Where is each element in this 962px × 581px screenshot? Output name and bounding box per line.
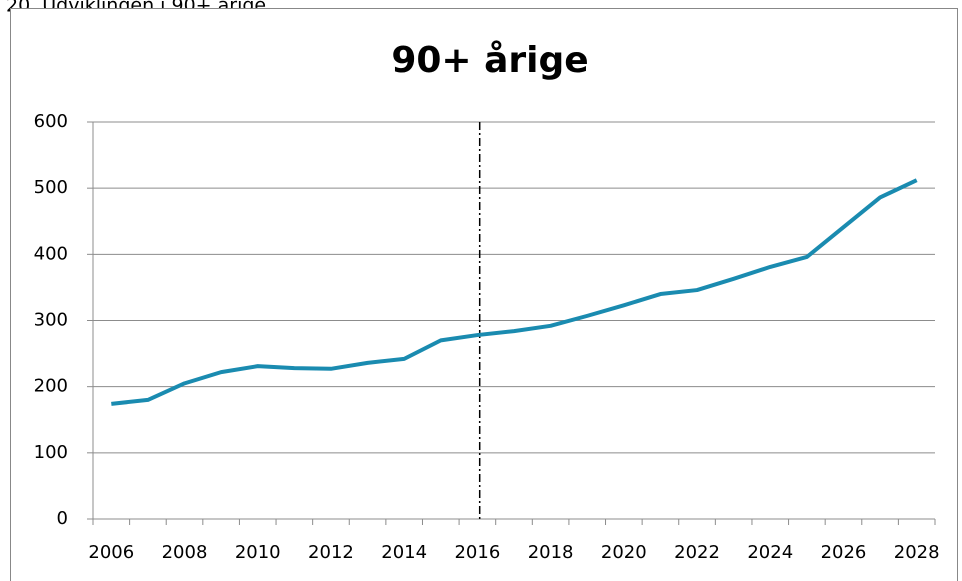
y-tick-label: 400 <box>34 243 68 264</box>
y-tick-label: 500 <box>34 177 68 198</box>
line-series <box>111 178 918 406</box>
y-tick-label: 200 <box>34 376 68 397</box>
x-tick-label: 2014 <box>381 542 427 563</box>
chart-frame <box>10 8 958 581</box>
x-tick-label: 2012 <box>308 542 354 563</box>
chart-title: 90+ årige <box>391 40 588 81</box>
y-tick-label: 300 <box>34 310 68 331</box>
y-tick-label: 600 <box>34 111 68 132</box>
x-tick-label: 2008 <box>162 542 208 563</box>
x-tick-label: 2020 <box>601 542 647 563</box>
x-tick-label: 2010 <box>235 542 281 563</box>
x-tick-label: 2022 <box>674 542 720 563</box>
x-tick-label: 2024 <box>747 542 793 563</box>
y-tick-label: 0 <box>57 508 68 529</box>
x-tick-label: 2018 <box>528 542 574 563</box>
x-tick-label: 2028 <box>894 542 940 563</box>
y-tick-label: 100 <box>34 442 68 463</box>
x-tick-label: 2006 <box>88 542 134 563</box>
x-tick-label: 2016 <box>454 542 500 563</box>
x-tick-label: 2026 <box>821 542 867 563</box>
